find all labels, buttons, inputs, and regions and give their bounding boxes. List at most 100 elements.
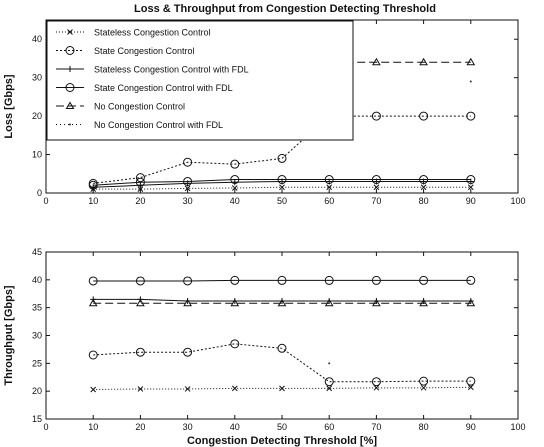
data-point <box>88 180 98 190</box>
x-tick-label: 70 <box>371 422 381 432</box>
y-tick-label: 45 <box>32 247 42 257</box>
legend-item-stateless-congestion-control: Stateless Congestion Control <box>56 28 211 38</box>
series-state-congestion-control-with-fdl <box>88 175 476 190</box>
data-point <box>467 384 474 391</box>
series-state-congestion-control-with-fdl <box>88 275 476 286</box>
data-point <box>420 184 427 191</box>
legend-label: No Congestion Control with FDL <box>94 120 223 130</box>
throughput-plot: 0 10 20 30 40 50 60 70 80 90 100 15 20 25 30 35 40 45 Thro… <box>3 247 526 447</box>
x-tick-label: 30 <box>183 196 193 206</box>
legend-box <box>46 20 354 141</box>
legend-marker <box>65 83 75 92</box>
plot-frame <box>45 251 519 420</box>
data-point <box>136 298 145 307</box>
data-point <box>372 298 381 307</box>
legend-label: State Congestion Control <box>94 46 195 56</box>
x-tick-label: 60 <box>324 196 334 206</box>
y-tick-label: 30 <box>32 73 42 83</box>
data-point <box>466 376 476 386</box>
x-tick-label: 0 <box>43 196 48 206</box>
x-tick-label: 10 <box>88 196 98 206</box>
legend-item-state-congestion-control: State Congestion Control <box>56 46 195 56</box>
legend-marker <box>67 29 73 35</box>
data-point <box>328 362 331 365</box>
data-point <box>135 173 145 183</box>
data-point <box>277 175 287 185</box>
series-no-congestion-control-with-fdl <box>328 362 331 365</box>
data-point <box>231 185 238 191</box>
series-state-congestion-control <box>88 339 476 387</box>
data-point <box>183 298 192 307</box>
data-point <box>230 339 240 349</box>
data-point <box>324 275 334 285</box>
y-tick-label: 25 <box>32 358 42 368</box>
data-point <box>277 153 287 163</box>
x-tick-label: 90 <box>466 196 476 206</box>
y-axis-label: Throughput [Gbps] <box>3 285 15 386</box>
series-no-congestion-control-with-fdl <box>469 80 472 83</box>
data-point <box>279 385 285 392</box>
data-point <box>469 80 472 83</box>
y-tick-label: 0 <box>37 188 42 198</box>
series-line <box>93 179 471 186</box>
x-tick-label: 20 <box>135 422 145 432</box>
data-point <box>277 275 287 285</box>
x-tick-label: 90 <box>466 422 476 432</box>
x-tick-label: 50 <box>277 196 287 206</box>
data-point <box>230 175 240 185</box>
x-tick-label: 80 <box>419 422 429 432</box>
series-line <box>93 343 471 383</box>
x-tick-label: 100 <box>510 196 525 206</box>
data-point <box>466 275 476 285</box>
legend-marker <box>69 123 71 126</box>
data-point <box>88 350 98 360</box>
series-stateless-congestion-control <box>90 384 474 393</box>
data-point <box>371 377 381 387</box>
data-point <box>277 343 287 353</box>
data-point <box>90 386 97 393</box>
data-point <box>231 385 238 392</box>
loss-plot: 0 10 20 30 40 50 60 70 80 90 100 0 10 20 30 40 Loss [Gbp… <box>3 19 526 206</box>
data-point <box>419 175 429 185</box>
series-stateless-congestion-control-with-fdl <box>90 178 474 191</box>
legend-marker <box>65 46 75 55</box>
x-tick-label: 0 <box>43 422 48 432</box>
legend-item-no-congestion-control-with-fdl: No Congestion Control with FDL <box>56 120 223 130</box>
y-tick-label: 40 <box>32 275 42 285</box>
data-point <box>326 385 333 392</box>
data-point <box>231 179 238 186</box>
y-tick-label: 10 <box>32 150 42 160</box>
data-point <box>88 276 98 286</box>
data-point <box>137 182 144 189</box>
data-point <box>279 184 285 191</box>
legend-label: State Congestion Control with FDL <box>94 83 233 93</box>
data-point <box>371 175 381 185</box>
data-point <box>88 298 98 307</box>
data-point <box>419 57 428 66</box>
x-tick-label: 50 <box>277 422 287 432</box>
legend-item-no-congestion-control: No Congestion Control <box>56 102 185 112</box>
data-point <box>183 157 193 167</box>
data-point <box>324 175 334 185</box>
data-point <box>419 298 428 307</box>
data-point <box>230 275 240 285</box>
data-point <box>184 185 191 192</box>
data-point <box>183 276 193 286</box>
data-point <box>467 184 474 191</box>
data-point <box>135 347 145 357</box>
data-point <box>326 184 333 191</box>
data-point <box>184 386 191 392</box>
chart-title: Loss & Throughput from Congestion Detect… <box>134 3 436 15</box>
data-point <box>419 275 429 285</box>
y-tick-label: 35 <box>32 303 42 313</box>
data-point <box>371 275 381 285</box>
data-point <box>420 384 427 391</box>
data-point <box>371 111 381 121</box>
x-tick-label: 100 <box>510 422 525 432</box>
data-point <box>419 111 429 121</box>
x-axis-label: Congestion Detecting Threshold [%] <box>187 435 377 447</box>
legend-item-stateless-congestion-control-with-fdl: Stateless Congestion Control with FDL <box>56 65 249 75</box>
data-point <box>135 177 145 187</box>
data-point <box>137 386 144 392</box>
